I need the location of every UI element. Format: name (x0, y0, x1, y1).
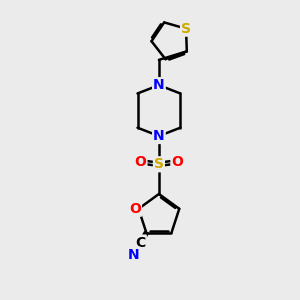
Text: N: N (153, 78, 165, 92)
Text: O: O (135, 155, 146, 169)
Text: N: N (128, 248, 140, 262)
Text: S: S (181, 22, 191, 36)
Text: O: O (129, 202, 141, 216)
Text: N: N (153, 129, 165, 143)
Text: C: C (136, 236, 146, 250)
Text: O: O (171, 155, 183, 169)
Text: S: S (154, 157, 164, 171)
